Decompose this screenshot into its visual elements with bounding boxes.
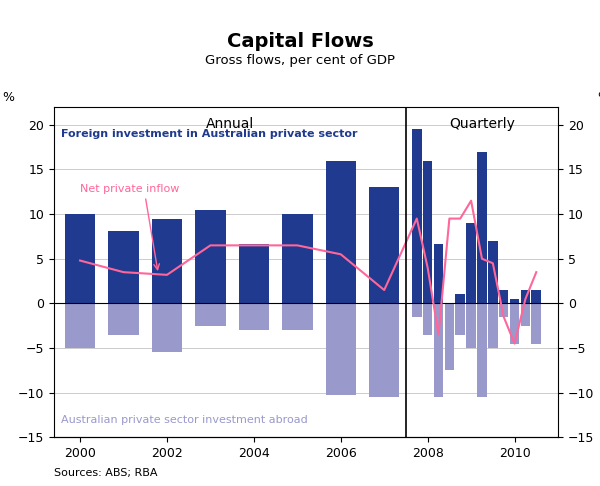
Bar <box>423 160 433 303</box>
Bar <box>152 303 182 352</box>
Text: %: % <box>598 90 600 104</box>
Bar <box>510 303 520 344</box>
Bar <box>412 303 422 317</box>
Bar <box>326 160 356 303</box>
Bar <box>455 303 465 335</box>
Bar <box>532 303 541 344</box>
Bar <box>239 303 269 330</box>
Bar <box>499 290 508 303</box>
Bar <box>477 303 487 397</box>
Bar <box>369 303 400 397</box>
Bar <box>488 241 497 303</box>
Bar <box>369 187 400 303</box>
Bar <box>65 303 95 348</box>
Bar <box>488 303 497 348</box>
Text: Net private inflow: Net private inflow <box>80 184 179 194</box>
Bar <box>326 303 356 396</box>
Bar <box>282 303 313 330</box>
Bar <box>466 223 476 303</box>
Text: Gross flows, per cent of GDP: Gross flows, per cent of GDP <box>205 54 395 67</box>
Text: Australian private sector investment abroad: Australian private sector investment abr… <box>61 415 307 425</box>
Bar <box>239 243 269 303</box>
Bar <box>521 303 530 326</box>
Text: Foreign investment in Australian private sector: Foreign investment in Australian private… <box>61 129 357 139</box>
Text: Capital Flows: Capital Flows <box>227 32 373 51</box>
Bar <box>423 303 433 335</box>
Bar <box>434 303 443 397</box>
Bar <box>109 231 139 303</box>
Bar <box>445 303 454 359</box>
Bar <box>195 209 226 303</box>
Text: %: % <box>2 90 14 104</box>
Bar <box>499 303 508 317</box>
Text: Quarterly: Quarterly <box>449 117 515 131</box>
Bar <box>109 303 139 335</box>
Bar <box>532 290 541 303</box>
Bar <box>65 214 95 303</box>
Bar <box>521 290 530 303</box>
Bar <box>477 152 487 303</box>
Text: Annual: Annual <box>206 117 254 131</box>
Bar <box>195 303 226 326</box>
Text: Sources: ABS; RBA: Sources: ABS; RBA <box>54 469 157 478</box>
Bar <box>445 303 454 370</box>
Bar <box>466 303 476 348</box>
Bar <box>152 219 182 303</box>
Bar <box>434 243 443 303</box>
Bar <box>510 299 520 303</box>
Bar <box>282 214 313 303</box>
Bar <box>455 295 465 303</box>
Bar <box>412 129 422 303</box>
